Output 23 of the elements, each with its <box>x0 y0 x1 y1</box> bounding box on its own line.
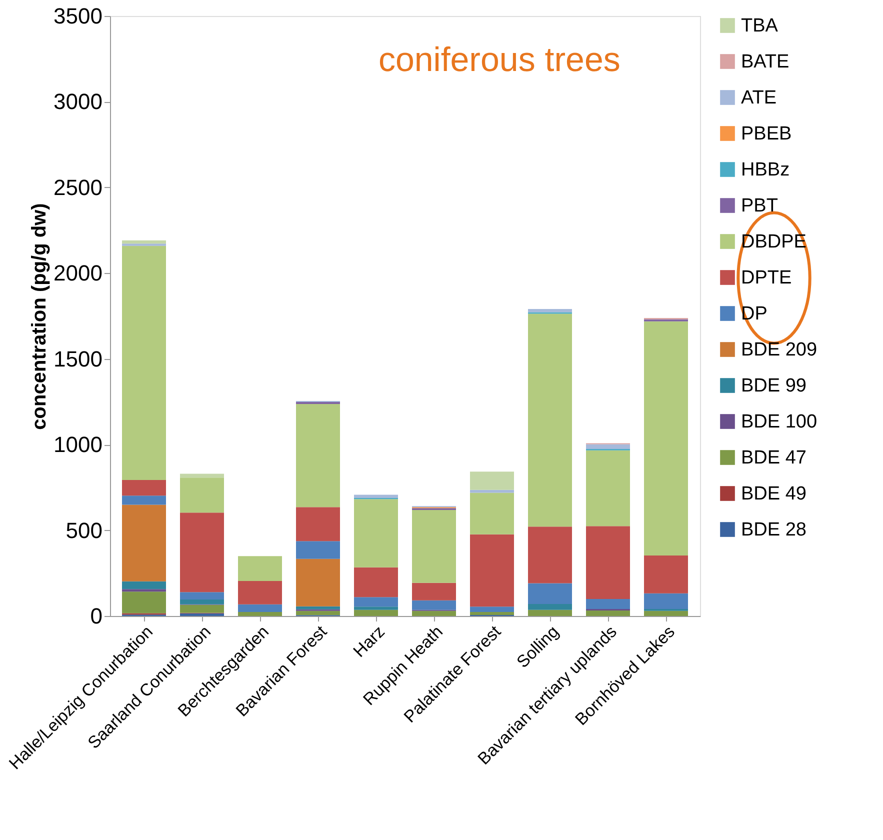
legend-label: HBBz <box>741 160 790 180</box>
y-tick-label: 2000 <box>54 260 102 286</box>
y-tick-label: 0 <box>90 604 102 628</box>
legend-label: BATE <box>741 52 790 72</box>
y-tick-label: 500 <box>66 518 102 543</box>
legend-label: BDE 209 <box>741 340 818 360</box>
legend-label: PBT <box>741 196 778 216</box>
y-tick-label: 2500 <box>54 174 102 200</box>
legend-label: BDE 100 <box>741 412 818 432</box>
y-tick-label: 1000 <box>54 432 102 458</box>
legend-label: PBEB <box>741 124 792 144</box>
legend-label: BDE 47 <box>741 448 806 468</box>
y-tick-label: 1500 <box>54 346 102 372</box>
legend-label: BDE 28 <box>741 520 806 540</box>
legend-label: ATE <box>741 88 777 108</box>
legend-label: BDE 49 <box>741 484 806 504</box>
legend-label: DPTE <box>741 268 792 288</box>
y-tick-label: 3500 <box>54 4 102 28</box>
annotation: coniferous trees <box>378 41 620 79</box>
legend-label: TBA <box>741 16 778 36</box>
legend-label: BDE 99 <box>741 376 806 396</box>
y-axis-title: concentration (pg/g dw) <box>28 203 51 430</box>
y-tick-label: 3000 <box>54 89 102 114</box>
